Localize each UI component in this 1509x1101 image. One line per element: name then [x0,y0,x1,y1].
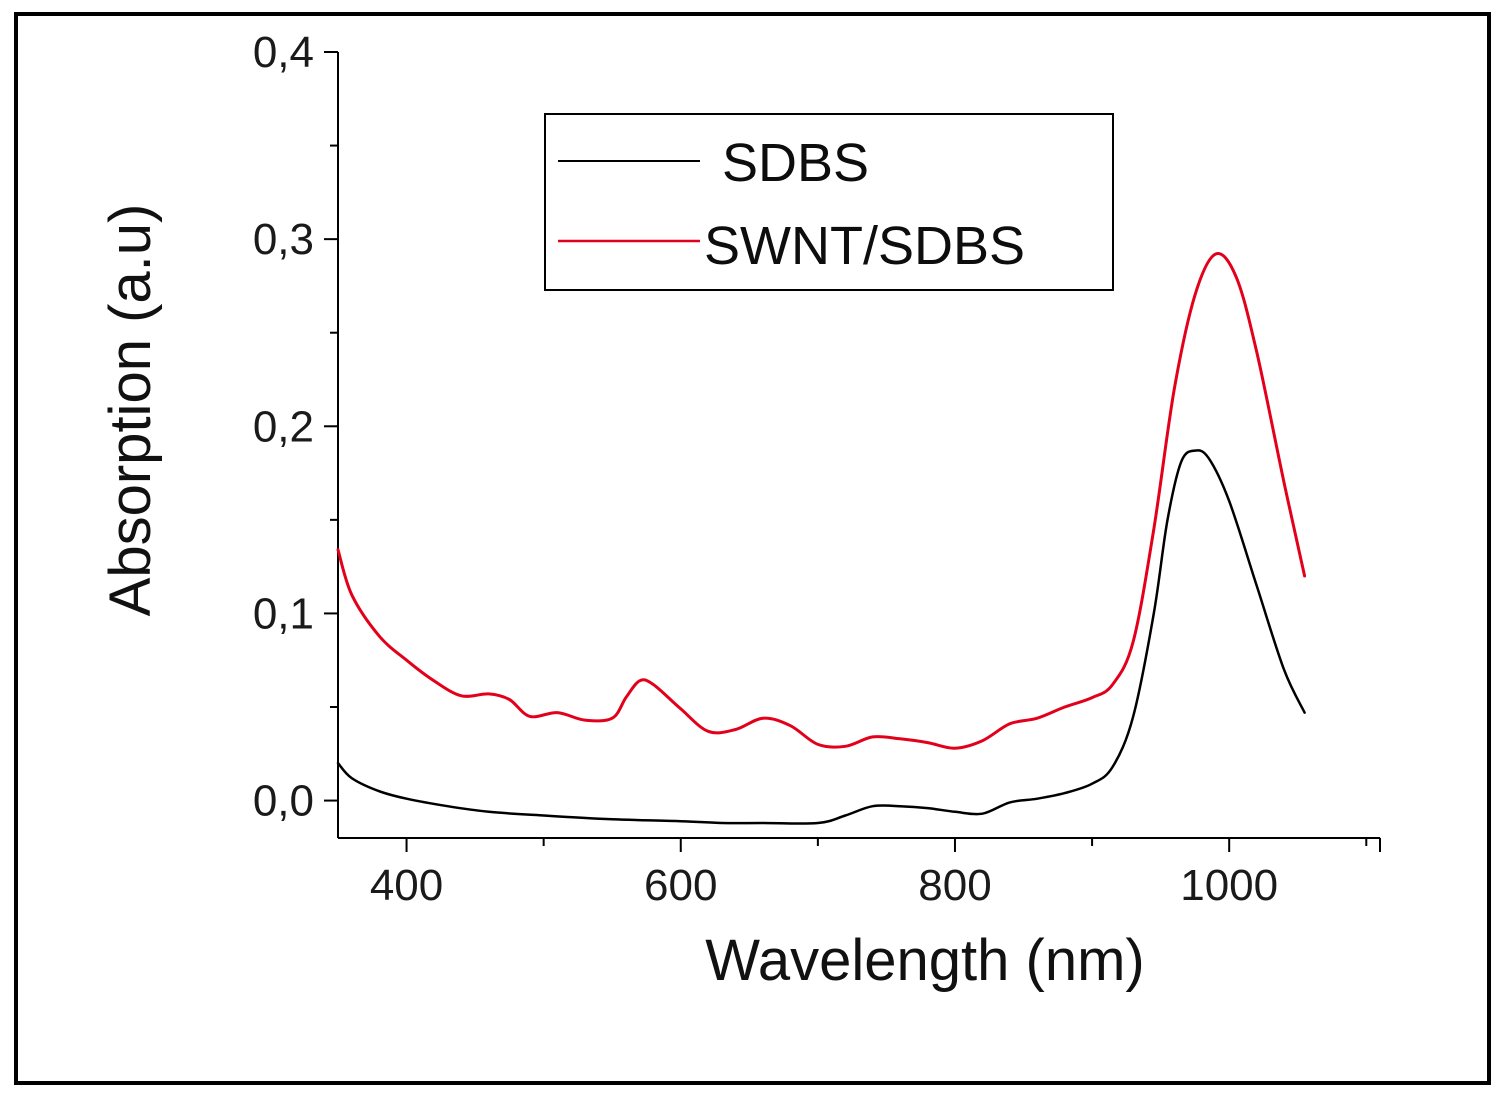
x-tick-label: 800 [918,861,991,910]
y-tick-label: 0,2 [253,402,314,451]
x-axis-title: Wavelength (nm) [705,928,1144,993]
legend-label-swnt-sdbs: SWNT/SDBS [704,216,1025,276]
x-tick-label: 1000 [1180,861,1278,910]
series-line-sdbs [336,449,1306,825]
axes: 0,0 0,1 0,2 0,3 0,4 400 600 800 1000 [253,28,1381,910]
x-tick-label: 400 [370,861,443,910]
legend: SDBS SWNT/SDBS [544,113,1114,291]
legend-label-sdbs: SDBS [722,133,869,193]
x-tick-label: 600 [644,861,717,910]
series-line-swnt-sdbs [336,252,1307,750]
y-tick-label: 0,3 [253,215,314,264]
legend-box [544,113,1114,291]
y-tick-label: 0,1 [253,589,314,638]
y-tick-label: 0,4 [253,28,314,77]
y-tick-label: 0,0 [253,777,314,826]
series-layer [336,252,1307,825]
y-axis-title: Absorption (a.u) [98,204,163,617]
